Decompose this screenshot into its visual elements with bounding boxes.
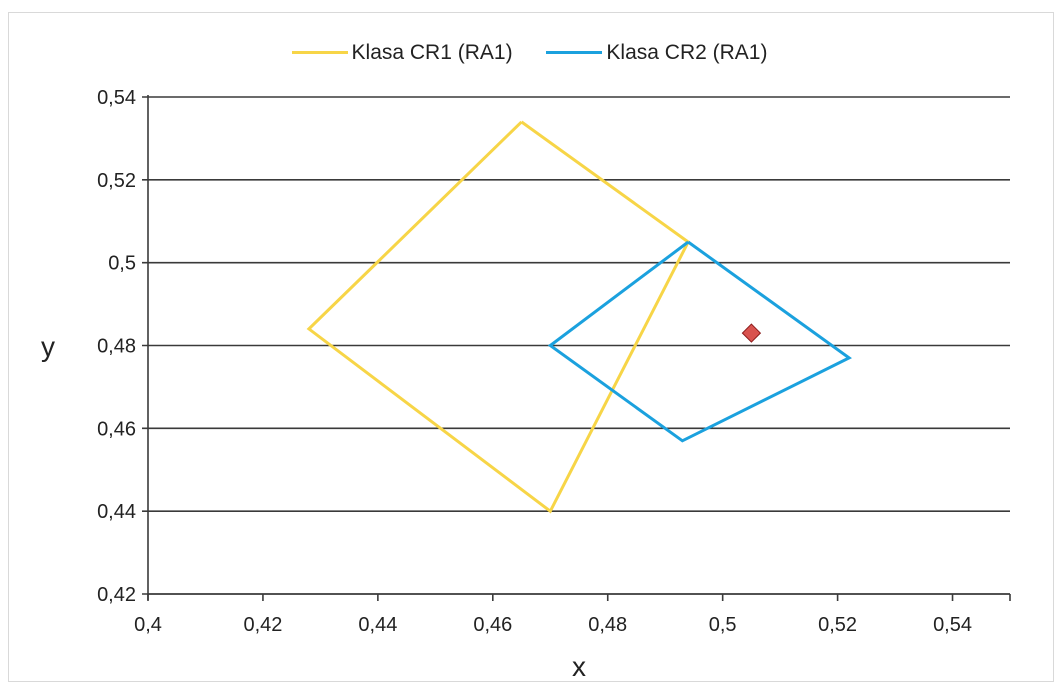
legend-label-cr2: Klasa CR2 (RA1)	[606, 40, 768, 64]
x-tick-label: 0,42	[243, 614, 282, 636]
legend-item-cr1: Klasa CR1 (RA1)	[291, 40, 513, 65]
data-point-marker	[741, 323, 762, 343]
y-axis-title: y	[41, 331, 55, 362]
x-tick-label: 0,4	[134, 614, 162, 636]
y-tick-label: 0,52	[97, 170, 136, 192]
series-line-1	[306, 120, 691, 514]
y-tick-label: 0,48	[97, 336, 136, 358]
x-tick-label: 0,52	[818, 614, 857, 636]
y-tick-label: 0,5	[108, 253, 136, 275]
x-tick-label: 0,44	[358, 614, 397, 636]
legend-swatch-cr2	[546, 51, 603, 54]
series-line-2	[547, 240, 852, 443]
x-tick-label: 0,54	[933, 614, 972, 636]
x-tick-label: 0,48	[588, 614, 627, 636]
legend: Klasa CR1 (RA1) Klasa CR2 (RA1)	[0, 36, 1059, 65]
y-tick-label: 0,42	[97, 584, 136, 606]
y-tick-label: 0,44	[97, 501, 136, 523]
legend-item-cr2: Klasa CR2 (RA1)	[546, 41, 767, 65]
x-tick-label: 0,46	[473, 614, 512, 636]
chart-frame	[8, 12, 1054, 682]
legend-label-cr1: Klasa CR1 (RA1)	[351, 40, 513, 64]
x-tick-label: 0,5	[709, 614, 737, 636]
legend-swatch-cr1	[291, 51, 348, 54]
x-axis-title: x	[572, 651, 586, 682]
y-tick-label: 0,46	[97, 418, 136, 440]
y-tick-label: 0,54	[97, 87, 136, 109]
